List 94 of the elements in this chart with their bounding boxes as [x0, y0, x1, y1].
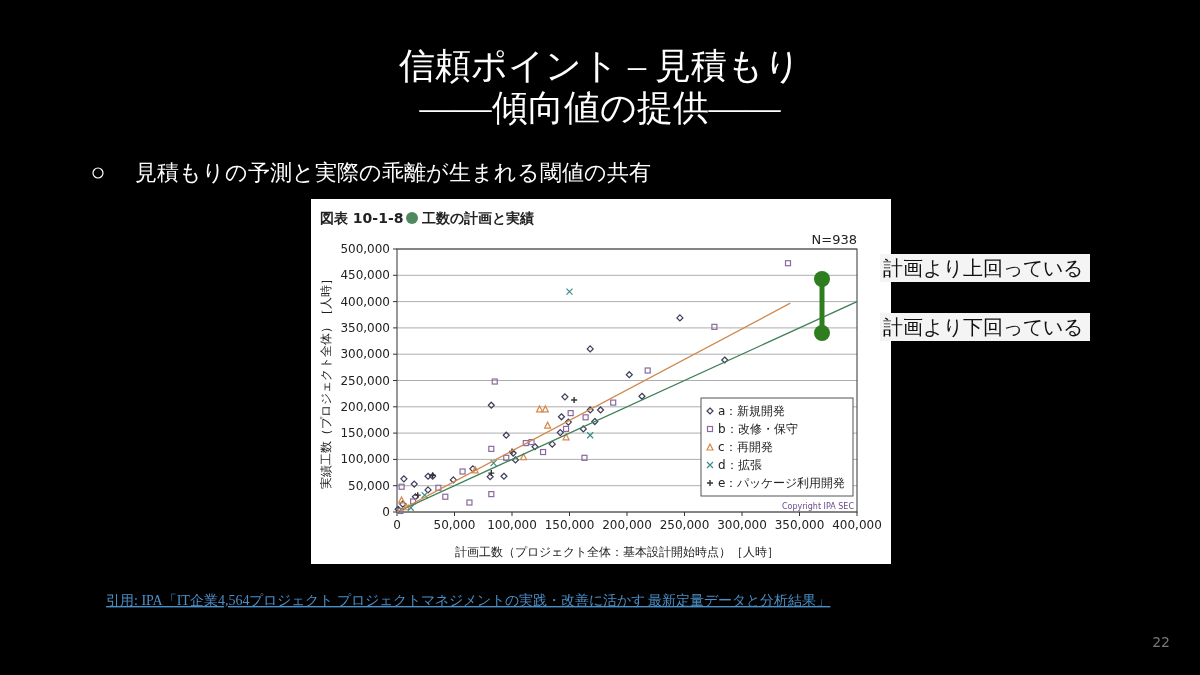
- point: [528, 438, 535, 446]
- y-tick-label: 500,000: [340, 242, 390, 256]
- x-tick-label: 300,000: [717, 518, 767, 532]
- y-tick-label: 150,000: [340, 426, 390, 441]
- x-tick-label: 100,000: [487, 518, 537, 532]
- y-tick-label: 350,000: [340, 320, 390, 335]
- point: [784, 260, 792, 267]
- point: [721, 356, 729, 364]
- point: [579, 425, 587, 433]
- point: [564, 418, 572, 426]
- y-tick-label: 450,000: [340, 268, 390, 283]
- y-tick-label: 400,000: [340, 294, 390, 309]
- text: 計画より上回っている: [883, 257, 1083, 279]
- point: [487, 401, 495, 409]
- chart-subtitle: ——傾向値の提供——: [418, 88, 782, 128]
- point: [596, 406, 605, 414]
- y-tick-label: 50,000: [348, 478, 390, 493]
- text: N=938: [811, 232, 857, 247]
- point: [561, 393, 569, 401]
- point: [610, 399, 617, 406]
- x-tick-label: 250,000: [659, 518, 710, 532]
- point: [582, 414, 589, 421]
- point: [503, 454, 510, 461]
- point: [442, 493, 449, 500]
- y-tick-label: 100,000: [340, 452, 390, 467]
- x-tick-label: 350,000: [774, 518, 825, 532]
- point: [544, 421, 552, 429]
- point: [591, 417, 599, 426]
- point: [522, 439, 529, 447]
- legend-label: a：新規開発: [718, 404, 786, 418]
- point: [539, 448, 547, 456]
- point: [449, 476, 457, 484]
- point: [486, 473, 494, 481]
- x-tick-label: 400,000: [832, 518, 882, 532]
- point: [398, 483, 405, 490]
- point: [410, 498, 417, 505]
- point: [488, 445, 495, 452]
- x-tick-label: 0: [393, 518, 401, 532]
- point: [565, 288, 574, 296]
- point: [581, 454, 588, 461]
- point: [459, 468, 466, 475]
- point: [424, 472, 432, 480]
- x-tick-label: 200,000: [602, 518, 652, 532]
- point: [556, 428, 564, 437]
- point: [511, 456, 520, 464]
- text: 計画より下回っている: [883, 316, 1083, 338]
- point: [562, 433, 570, 441]
- text: 22: [1152, 634, 1170, 650]
- chart-title: 信頼ポイント – 見積もり: [399, 46, 801, 86]
- point: [490, 459, 498, 467]
- point: [711, 323, 718, 330]
- point: [567, 410, 574, 417]
- point: [500, 472, 508, 480]
- point: [402, 503, 410, 511]
- point: [435, 484, 442, 491]
- x-axis-title: 計画工数（プロジェクト全体：基本設計開始時点）［人時］: [455, 545, 779, 559]
- y-tick-label: 300,000: [340, 347, 390, 362]
- text: 見積もりの予測と実際の乖離が生まれる閾値の共有: [135, 160, 651, 185]
- point: [676, 314, 684, 322]
- point: [625, 371, 633, 379]
- point: [557, 413, 566, 421]
- annotation: Copyright IPA SEC: [781, 502, 855, 511]
- point: [562, 425, 570, 432]
- y-tick-label: 0: [382, 505, 390, 519]
- point: [491, 378, 498, 385]
- point: [487, 469, 495, 477]
- point: [502, 431, 510, 439]
- legend-label: e：パッケージ利用開発: [718, 476, 846, 490]
- point: [548, 440, 556, 448]
- point: [586, 345, 594, 353]
- point: [644, 367, 651, 374]
- point: [570, 396, 578, 404]
- point: [398, 496, 406, 504]
- x-tick-label: 150,000: [544, 518, 595, 532]
- legend-label: b：改修・保守: [718, 422, 798, 436]
- point: [536, 405, 544, 413]
- point: [488, 491, 495, 498]
- point: [638, 392, 646, 400]
- point: [586, 406, 594, 414]
- text: 引用: IPA「IT企業4,564プロジェクト プロジェクトマネジメントの実践・改善に活かす 最新定量データと分析結果」: [106, 592, 831, 608]
- point: [400, 475, 408, 483]
- point: [410, 480, 418, 488]
- text: 図表 10-1-8: [320, 210, 404, 226]
- legend-label: d：拡張: [718, 458, 762, 472]
- legend-label: c：再開発: [718, 440, 773, 454]
- point: [421, 491, 429, 499]
- y-axis-title: 実績工数（プロジェクト全体）［人時］: [319, 272, 333, 489]
- point: [466, 499, 473, 506]
- text: 工数の計画と実績: [421, 210, 534, 226]
- y-tick-label: 250,000: [340, 373, 390, 388]
- point: [519, 453, 528, 461]
- x-tick-label: 50,000: [433, 518, 476, 532]
- y-tick-label: 200,000: [340, 399, 390, 414]
- point: [541, 405, 549, 413]
